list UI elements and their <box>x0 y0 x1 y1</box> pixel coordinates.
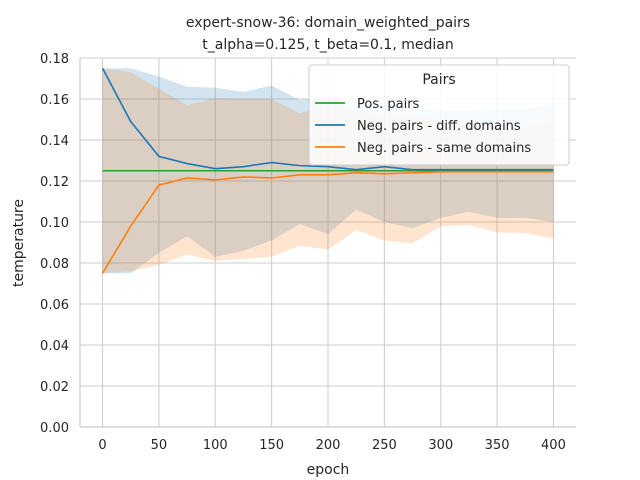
series-lines <box>101 67 554 274</box>
y-axis-label: temperature <box>11 199 27 287</box>
x-tick-label: 200 <box>316 438 341 453</box>
y-tick-label: 0.18 <box>40 52 69 67</box>
legend-items: Pos. pairs Neg. pairs - diff. domains Neg.… <box>315 97 531 156</box>
y-tick-label: 0.10 <box>40 216 69 231</box>
tick-labels: 0.00 0.02 0.04 0.06 0.08 0.10 0.12 0.14 0.16 0.18… <box>40 52 566 453</box>
axes <box>79 58 576 428</box>
x-tick-label: 300 <box>428 438 453 453</box>
y-tick-label: 0.14 <box>40 134 69 149</box>
x-tick-label: 100 <box>203 438 228 453</box>
x-tick-label: 350 <box>485 438 510 453</box>
legend-label-0: Pos. pairs <box>357 97 420 112</box>
x-axis-label: epoch <box>307 462 350 478</box>
y-tick-label: 0.06 <box>40 298 69 313</box>
x-tick-label: 250 <box>372 438 397 453</box>
y-tick-label: 0.04 <box>40 339 69 354</box>
y-tick-label: 0.16 <box>40 93 69 108</box>
y-tick-label: 0.02 <box>40 380 69 395</box>
y-tick-label: 0.00 <box>40 421 69 436</box>
series-line-2 <box>101 170 554 274</box>
chart-subtitle: t_alpha=0.125, t_beta=0.1, median <box>202 37 453 53</box>
legend-title: Pairs <box>422 72 455 88</box>
x-tick-label: 150 <box>259 438 284 453</box>
legend: Pairs Pos. pairs Neg. pairs - diff. domai… <box>308 64 570 166</box>
x-tick-label: 50 <box>151 438 168 453</box>
series-line-1 <box>101 67 554 171</box>
x-tick-label: 400 <box>541 438 566 453</box>
grid <box>80 57 576 428</box>
legend-label-2: Neg. pairs - same domains <box>357 141 531 156</box>
chart-title: expert-snow-36: domain_weighted_pairs <box>186 15 470 31</box>
legend-box <box>308 64 570 166</box>
x-tick-label: 0 <box>98 438 106 453</box>
y-tick-label: 0.08 <box>40 257 69 272</box>
legend-label-1: Neg. pairs - diff. domains <box>357 119 521 134</box>
y-tick-label: 0.12 <box>40 175 69 190</box>
